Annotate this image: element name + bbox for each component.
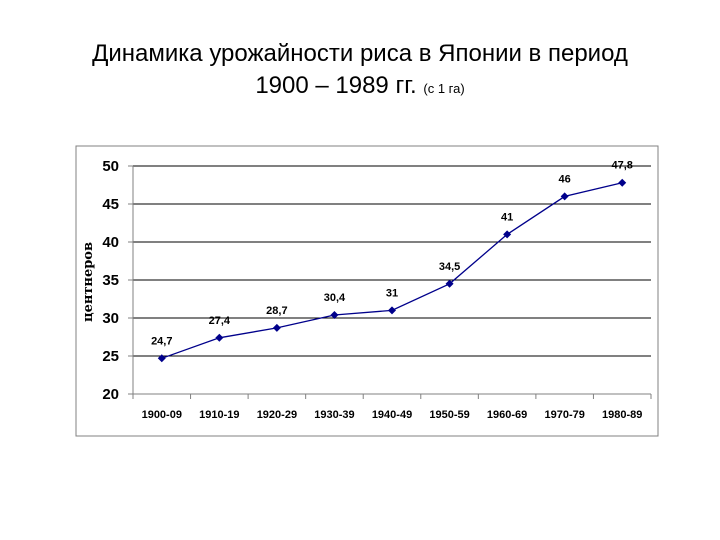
data-point-1960-69 — [503, 230, 512, 239]
x-tick-label-1940-49: 1940-49 — [372, 409, 412, 421]
series-markers — [157, 178, 627, 363]
data-point-1950-59 — [445, 279, 454, 288]
data-label-1930-39: 30,4 — [324, 292, 346, 304]
data-label-1920-29: 28,7 — [266, 305, 287, 317]
title-line-2: 1900 – 1989 гг. (с 1 га) — [0, 70, 720, 105]
data-point-1920-29 — [272, 323, 281, 332]
x-tick-label-1930-39: 1930-39 — [314, 409, 354, 421]
y-axis-title: центнеров — [81, 242, 96, 322]
data-label-1900-09: 24,7 — [151, 335, 172, 347]
data-point-1970-79 — [560, 192, 569, 201]
x-tick-label-1970-79: 1970-79 — [544, 409, 584, 421]
x-tick-label-1980-89: 1980-89 — [602, 409, 642, 421]
data-point-1910-19 — [215, 333, 224, 342]
slide-title: Динамика урожайности риса в Японии в пер… — [0, 38, 720, 105]
y-tick-label-20: 20 — [102, 386, 119, 403]
data-label-1940-49: 31 — [386, 287, 398, 299]
y-tick-label-40: 40 — [102, 234, 119, 251]
data-point-1940-49 — [388, 306, 396, 315]
data-label-1950-59: 34,5 — [439, 261, 460, 273]
title-unit-note: (с 1 га) — [423, 81, 465, 96]
data-label-1980-89: 47,8 — [612, 160, 633, 172]
data-point-1930-39 — [330, 310, 339, 319]
x-tick-label-1950-59: 1950-59 — [429, 409, 469, 421]
y-tick-label-45: 45 — [102, 196, 119, 213]
title-years: 1900 – 1989 гг. — [255, 72, 417, 99]
title-line-1: Динамика урожайности риса в Японии в пер… — [92, 40, 628, 67]
data-point-1980-89 — [618, 178, 627, 187]
y-tick-label-50: 50 — [102, 158, 119, 175]
gridlines — [128, 165, 651, 395]
x-tick-label-1960-69: 1960-69 — [487, 409, 527, 421]
data-labels: 24,7 27,4 28,7 30,4 31 34,5 41 46 47,8 — [151, 160, 633, 348]
x-tick-label-1900-09: 1900-09 — [142, 409, 182, 421]
y-tick-label-25: 25 — [102, 348, 119, 365]
data-label-1960-69: 41 — [501, 211, 513, 223]
y-tick-labels: 20 25 30 35 40 45 50 — [102, 158, 119, 403]
data-point-1900-09 — [157, 354, 166, 363]
y-tick-label-35: 35 — [102, 272, 119, 289]
series-line — [161, 182, 623, 359]
data-label-1970-79: 46 — [559, 173, 571, 185]
chart-area-border — [75, 145, 659, 437]
x-tick-label-1920-29: 1920-29 — [257, 409, 297, 421]
x-tick-label-1910-19: 1910-19 — [199, 409, 239, 421]
x-tick-labels: 1900-09 1910-19 1920-29 1930-39 1940-49 1950-… — [132, 394, 652, 421]
data-label-1910-19: 27,4 — [209, 315, 231, 327]
y-tick-label-30: 30 — [102, 310, 119, 327]
